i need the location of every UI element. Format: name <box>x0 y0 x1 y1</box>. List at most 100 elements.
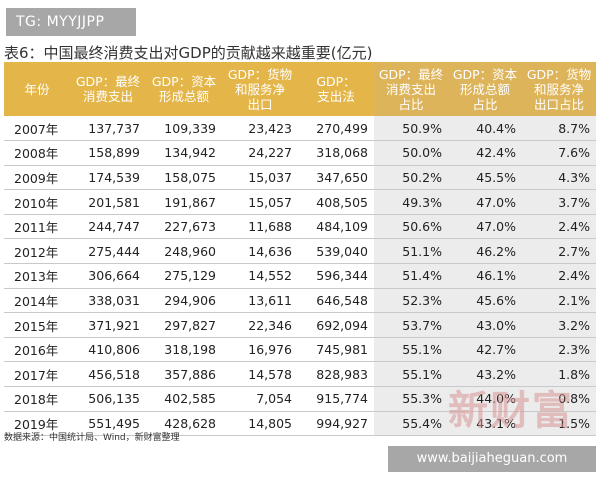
cell-capital-share: 40.4% <box>448 116 522 142</box>
cell-consumption-share: 51.4% <box>374 263 448 289</box>
cell-net-exports: 22,346 <box>222 312 298 338</box>
cell-final-consumption: 338,031 <box>70 288 146 314</box>
cell-net-exports: 15,037 <box>222 165 298 191</box>
table-row: 2018年 506,135 402,585 7,054 915,774 55.3% 44.0… <box>4 386 596 412</box>
table-row: 2014年 338,031 294,906 13,611 646,548 52.3% 45.… <box>4 288 596 314</box>
cell-capital-share: 42.7% <box>448 337 522 363</box>
cell-net-exports: 11,688 <box>222 214 298 240</box>
table-row: 2008年 158,899 134,942 24,227 318,068 50.0% 42.… <box>4 140 596 166</box>
cell-gdp-expenditure: 745,981 <box>298 337 374 363</box>
cell-gdp-expenditure: 915,774 <box>298 386 374 412</box>
cell-net-exports: 24,227 <box>222 140 298 166</box>
header-capital-formation: GDP：资本 形成总额 <box>146 62 222 116</box>
cell-final-consumption: 371,921 <box>70 312 146 338</box>
cell-gdp-expenditure: 347,650 <box>298 165 374 191</box>
cell-net-exports-share: 1.5% <box>522 411 596 437</box>
cell-net-exports-share: 2.4% <box>522 214 596 240</box>
cell-capital-formation: 248,960 <box>146 238 222 265</box>
table-row: 2009年 174,539 158,075 15,037 347,650 50.2% 45.… <box>4 165 596 191</box>
cell-gdp-expenditure: 828,983 <box>298 361 374 388</box>
cell-consumption-share: 50.6% <box>374 214 448 240</box>
cell-capital-share: 47.0% <box>448 214 522 240</box>
cell-net-exports: 14,805 <box>222 411 298 437</box>
cell-final-consumption: 174,539 <box>70 165 146 191</box>
cell-capital-share: 43.2% <box>448 361 522 388</box>
cell-consumption-share: 49.3% <box>374 189 448 215</box>
cell-net-exports-share: 8.7% <box>522 116 596 142</box>
cell-capital-share: 45.6% <box>448 288 522 314</box>
header-gdp-expenditure: GDP： 支出法 <box>298 62 374 116</box>
header-net-exports: GDP：货物 和服务净 出口 <box>222 62 298 116</box>
cell-net-exports: 13,611 <box>222 288 298 314</box>
table-row: 2013年 306,664 275,129 14,552 596,344 51.4% 46.… <box>4 263 596 289</box>
watermark-logo: 新财富 <box>448 387 574 434</box>
header-row: 年份 GDP：最终 消费支出 GDP：资本 形成总额 GDP：货物 和服务净 出… <box>4 62 596 116</box>
cell-year: 2011年 <box>4 214 70 240</box>
cell-year: 2007年 <box>4 116 70 142</box>
cell-final-consumption: 201,581 <box>70 189 146 215</box>
cell-gdp-expenditure: 318,068 <box>298 140 374 166</box>
cell-net-exports-share: 1.8% <box>522 361 596 388</box>
cell-final-consumption: 551,495 <box>70 411 146 437</box>
cell-capital-share: 44.0% <box>448 386 522 412</box>
cell-final-consumption: 456,518 <box>70 361 146 388</box>
table-title: 表6：中国最终消费支出对GDP的贡献越来越重要(亿元) <box>4 44 373 62</box>
cell-capital-formation: 294,906 <box>146 288 222 314</box>
cell-final-consumption: 306,664 <box>70 263 146 289</box>
cell-capital-formation: 402,585 <box>146 386 222 412</box>
cell-gdp-expenditure: 408,505 <box>298 189 374 215</box>
cell-year: 2019年 <box>4 411 70 437</box>
cell-gdp-expenditure: 270,499 <box>298 116 374 142</box>
cell-capital-share: 47.0% <box>448 189 522 215</box>
table-row: 2016年 410,806 318,198 16,976 745,981 55.1% 42.… <box>4 337 596 363</box>
table-row: 2010年 201,581 191,867 15,057 408,505 49.3% 47.… <box>4 189 596 215</box>
cell-consumption-share: 55.1% <box>374 337 448 363</box>
cell-consumption-share: 53.7% <box>374 312 448 338</box>
cell-net-exports-share: 4.3% <box>522 165 596 191</box>
table-row: 2019年 551,495 428,628 14,805 994,927 55.4% 43.… <box>4 411 596 437</box>
cell-capital-formation: 275,129 <box>146 263 222 289</box>
cell-year: 2010年 <box>4 189 70 215</box>
cell-consumption-share: 51.1% <box>374 238 448 265</box>
cell-capital-share: 43.1% <box>448 411 522 437</box>
cell-net-exports-share: 2.4% <box>522 263 596 289</box>
cell-net-exports-share: 2.3% <box>522 337 596 363</box>
cell-capital-share: 46.1% <box>448 263 522 289</box>
cell-capital-formation: 191,867 <box>146 189 222 215</box>
cell-year: 2012年 <box>4 238 70 265</box>
cell-net-exports: 7,054 <box>222 386 298 412</box>
cell-gdp-expenditure: 484,109 <box>298 214 374 240</box>
cell-consumption-share: 55.1% <box>374 361 448 388</box>
cell-consumption-share: 55.4% <box>374 411 448 437</box>
cell-capital-share: 45.5% <box>448 165 522 191</box>
table-row: 2011年 244,747 227,673 11,688 484,109 50.6% 47.… <box>4 214 596 240</box>
header-net-exports-share: GDP：货物 和服务净 出口占比 <box>522 62 596 116</box>
cell-consumption-share: 52.3% <box>374 288 448 314</box>
cell-consumption-share: 55.3% <box>374 386 448 412</box>
cell-net-exports: 23,423 <box>222 116 298 142</box>
cell-consumption-share: 50.9% <box>374 116 448 142</box>
data-source-note: 数据来源：中国统计局、Wind，新财富整理 <box>4 433 180 443</box>
table-row: 2007年 137,737 109,339 23,423 270,499 50.9% 40.… <box>4 116 596 142</box>
cell-year: 2014年 <box>4 288 70 314</box>
cell-year: 2017年 <box>4 361 70 388</box>
cell-capital-share: 42.4% <box>448 140 522 166</box>
cell-consumption-share: 50.0% <box>374 140 448 166</box>
cell-capital-formation: 109,339 <box>146 116 222 142</box>
cell-year: 2009年 <box>4 165 70 191</box>
cell-year: 2008年 <box>4 140 70 166</box>
cell-final-consumption: 275,444 <box>70 238 146 265</box>
table-row: 2017年 456,518 357,886 14,578 828,983 55.1% 43.… <box>4 361 596 388</box>
header-year: 年份 <box>4 62 70 116</box>
cell-final-consumption: 158,899 <box>70 140 146 166</box>
header-final-consumption: GDP：最终 消费支出 <box>70 62 146 116</box>
cell-capital-formation: 318,198 <box>146 337 222 363</box>
cell-capital-share: 46.2% <box>448 238 522 265</box>
cell-net-exports: 14,578 <box>222 361 298 388</box>
cell-year: 2018年 <box>4 386 70 412</box>
cell-capital-formation: 158,075 <box>146 165 222 191</box>
cell-consumption-share: 50.2% <box>374 165 448 191</box>
cell-net-exports-share: 2.1% <box>522 288 596 314</box>
cell-capital-formation: 227,673 <box>146 214 222 240</box>
table-row: 2015年 371,921 297,827 22,346 692,094 53.7% 43.… <box>4 312 596 338</box>
